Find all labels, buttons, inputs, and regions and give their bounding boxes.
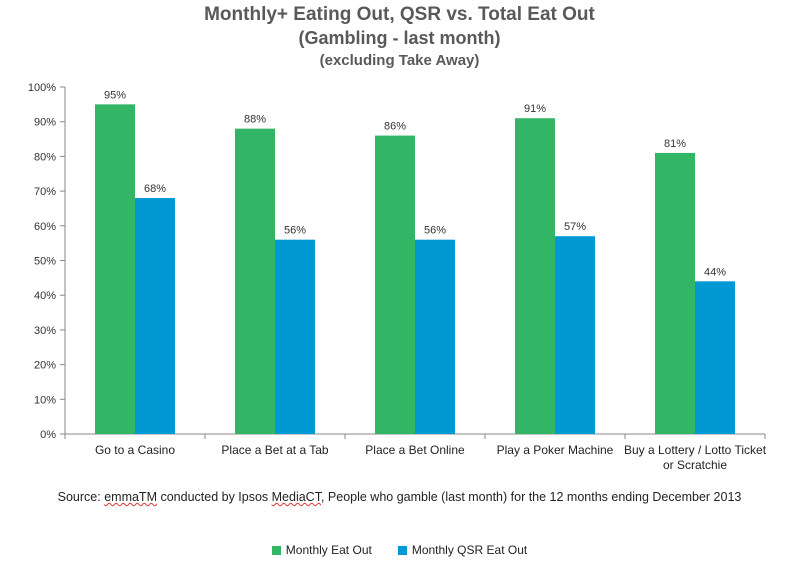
source-prefix: Source: — [57, 490, 105, 504]
source-suffix: , People who gamble (last month) for the… — [320, 490, 742, 504]
y-tick-label: 100% — [28, 82, 56, 94]
y-tick-label: 90% — [34, 117, 56, 129]
x-tick-label: or Scratchie — [663, 458, 727, 472]
legend-label-monthly-eat-out: Monthly Eat Out — [285, 543, 372, 557]
y-tick-label: 0% — [40, 429, 56, 441]
y-tick-label: 30% — [34, 325, 56, 337]
data-label: 68% — [144, 183, 166, 195]
data-label: 56% — [424, 225, 446, 237]
y-tick-label: 60% — [34, 221, 56, 233]
bar-monthly-qsr-eat-out — [275, 239, 315, 434]
x-tick-label: Place a Bet Online — [365, 443, 465, 457]
y-tick-label: 40% — [34, 290, 56, 302]
legend-label-monthly-qsr-eat-out: Monthly QSR Eat Out — [411, 543, 528, 557]
data-label: 44% — [704, 266, 726, 278]
bar-monthly-qsr-eat-out — [695, 281, 735, 434]
bar-monthly-eat-out — [235, 128, 275, 434]
bar-monthly-eat-out — [95, 104, 135, 434]
y-tick-label: 70% — [34, 186, 56, 198]
bar-chart: 0% 10% 20% 30% 40% 50% 60% 70% 80% 90% 100% 95% 68% G… — [28, 82, 767, 472]
x-tick-label: Go to a Casino — [95, 443, 175, 457]
x-tick-label: Buy a Lottery / Lotto Ticket — [624, 443, 767, 457]
chart-legend: Monthly Eat Out Monthly QSR Eat Out — [0, 543, 799, 557]
chart-subtitle-2: (excluding Take Away) — [319, 52, 480, 69]
source-note: Source: emmaTM conducted by Ipsos MediaC… — [0, 490, 799, 504]
x-tick-label: Place a Bet at a Tab — [221, 443, 329, 457]
data-label: 95% — [104, 89, 126, 101]
chart-title: Monthly+ Eating Out, QSR vs. Total Eat O… — [204, 4, 595, 25]
y-tick-label: 10% — [34, 394, 56, 406]
y-tick-label: 50% — [34, 256, 56, 268]
bar-monthly-qsr-eat-out — [135, 198, 175, 434]
data-label: 88% — [244, 114, 266, 126]
bar-monthly-eat-out — [655, 152, 695, 434]
data-label: 86% — [384, 121, 406, 133]
bar-monthly-qsr-eat-out — [415, 239, 455, 434]
bar-monthly-eat-out — [375, 135, 415, 434]
source-emma: emmaTM — [104, 490, 157, 504]
y-tick-label: 20% — [34, 360, 56, 372]
data-label: 81% — [664, 138, 686, 150]
data-label: 57% — [564, 221, 586, 233]
x-tick-label: Play a Poker Machine — [497, 443, 614, 457]
data-label: 56% — [284, 225, 306, 237]
legend-swatch-monthly-qsr-eat-out — [397, 545, 407, 555]
bar-monthly-qsr-eat-out — [555, 236, 595, 434]
data-label: 91% — [524, 103, 546, 115]
legend-swatch-monthly-eat-out — [271, 545, 281, 555]
source-media: MediaCT — [271, 490, 321, 504]
source-middle: conducted by Ipsos — [156, 490, 272, 504]
y-tick-label: 80% — [34, 151, 56, 163]
legend-item-monthly-qsr-eat-out: Monthly QSR Eat Out — [397, 543, 528, 557]
legend-item-monthly-eat-out: Monthly Eat Out — [271, 543, 372, 557]
chart-subtitle: (Gambling - last month) — [298, 28, 501, 48]
bar-monthly-eat-out — [515, 118, 555, 434]
